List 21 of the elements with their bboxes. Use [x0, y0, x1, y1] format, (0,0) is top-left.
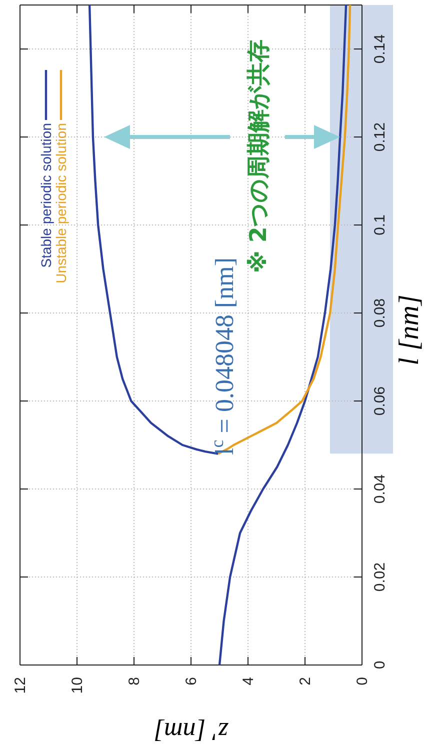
x-tick-label: 8: [126, 677, 143, 686]
annotation: ※ 2つの周期解が共存: [246, 40, 272, 273]
line-series: [216, 4, 352, 455]
y-tick-label: 0.14: [372, 34, 389, 64]
x-tick-label: 2: [296, 677, 314, 686]
y-axis-title: l [nm]: [394, 294, 425, 366]
y-tick-label: 0.06: [372, 386, 389, 416]
x-axis-title: z' [nm]: [154, 717, 230, 746]
y-tick-label: 0: [372, 660, 389, 670]
x-tick-label: 12: [12, 677, 29, 694]
x-tick-label: 0: [354, 677, 371, 686]
text: Stable periodic solution: [38, 123, 54, 268]
y-tick-label: 0.02: [372, 562, 389, 592]
y-tick-label: 0.08: [372, 298, 389, 328]
x-tick-label: 4: [240, 677, 257, 686]
y-tick-label: 0.12: [372, 122, 389, 152]
y-tick-label: 0.04: [372, 474, 389, 504]
x-tick-label: 6: [182, 677, 200, 686]
x-tick-label: 10: [68, 677, 86, 694]
y-tick-label: 0.1: [372, 214, 389, 236]
text: Unstable periodic solution: [53, 123, 69, 284]
